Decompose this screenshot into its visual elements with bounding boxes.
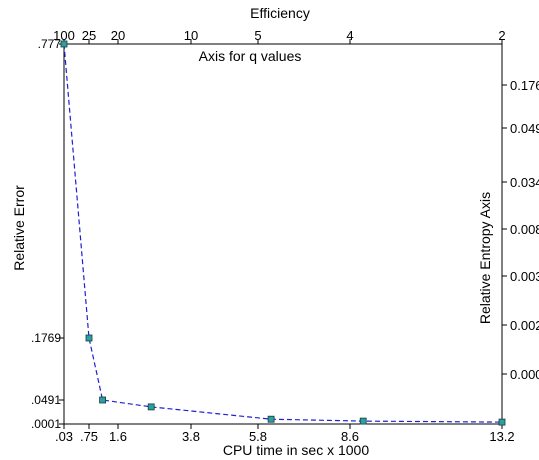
x-tick-label: 13.2 [489, 429, 514, 444]
top-axis-title: Efficiency [250, 5, 310, 21]
right-tick-label: 0.000 [510, 367, 539, 382]
data-point [359, 417, 367, 425]
x-tick-label: 1.6 [109, 429, 127, 444]
series-layer [60, 40, 506, 426]
right-tick-label: 0.049 [510, 121, 539, 136]
data-point [498, 418, 506, 426]
right-tick-label: 0.003 [510, 269, 539, 284]
top-tick-label: 10 [184, 28, 198, 43]
x-tick-label: .03 [55, 429, 73, 444]
x-axis-title: CPU time in sec x 1000 [223, 442, 369, 458]
right-tick-label: 0.002 [510, 318, 539, 333]
right-tick-label: 0.008 [510, 222, 539, 237]
inner-axis-title: Axis for q values [199, 48, 302, 64]
y-axis: .777 .1769 .0491 .0001 [31, 37, 64, 431]
data-point [60, 40, 68, 48]
y-tick-label: .777 [38, 37, 62, 51]
right-axis: 0.176 0.049 0.034 0.008 0.003 0.002 0.000 [502, 78, 539, 382]
top-tick-label: 2 [498, 28, 505, 43]
y-tick-label: .0001 [31, 417, 61, 431]
right-tick-label: 0.034 [510, 175, 539, 190]
data-point [85, 334, 93, 342]
data-point [99, 396, 106, 404]
x-tick-label: .75 [80, 429, 98, 444]
x-tick-label: 8.6 [341, 429, 359, 444]
top-tick-label: 4 [346, 28, 353, 43]
y-tick-label: .0491 [31, 393, 61, 407]
x-axis: .03 .75 1.6 3.8 5.8 8.6 13.2 [55, 424, 515, 444]
data-point [267, 415, 275, 423]
top-tick-label: 100 [53, 28, 75, 43]
top-axis: 100 25 20 10 5 4 2 [53, 28, 506, 44]
data-point [147, 403, 155, 411]
x-tick-label: 5.8 [249, 429, 267, 444]
x-tick-label: 3.8 [182, 429, 200, 444]
top-tick-label: 20 [111, 28, 125, 43]
top-tick-label: 5 [254, 28, 261, 43]
top-tick-label: 25 [82, 28, 96, 43]
plot-frame [63, 43, 503, 425]
series-line [63, 43, 503, 423]
right-tick-label: 0.176 [510, 78, 539, 93]
right-axis-title: Relative Entropy Axis [477, 192, 493, 324]
y-tick-label: .1769 [31, 331, 61, 345]
y-axis-title: Relative Error [11, 185, 27, 271]
